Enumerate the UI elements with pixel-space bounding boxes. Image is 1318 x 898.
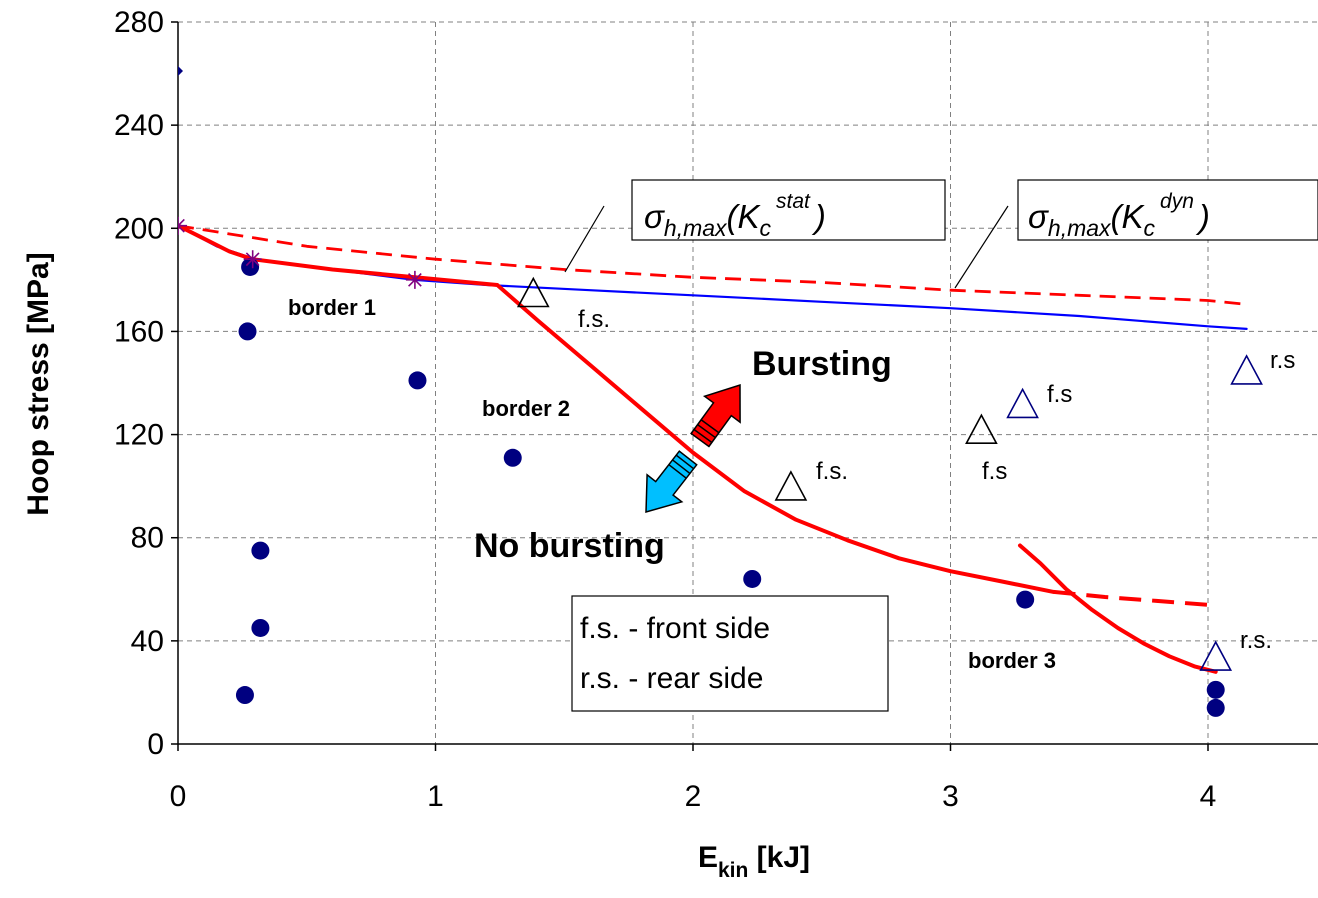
legend-box: f.s. - front side r.s. - rear side bbox=[571, 595, 889, 712]
formula-dyn-open: (K bbox=[1111, 198, 1146, 235]
point-no_burst_points-4 bbox=[251, 541, 270, 560]
x-axis-title-sub: kin bbox=[718, 859, 748, 882]
formula-dyn-sup: dyn bbox=[1160, 190, 1194, 213]
y-tick-label-120: 120 bbox=[114, 419, 164, 452]
point-no_burst_points-3 bbox=[503, 448, 522, 467]
series-line-border_3_dashed bbox=[1053, 589, 1217, 608]
arrow-layer bbox=[645, 383, 741, 514]
point-burst_front_side-2 bbox=[965, 413, 998, 445]
x-tick-label-3: 3 bbox=[942, 780, 959, 813]
y-tick-label-280: 280 bbox=[114, 6, 164, 39]
leader-line-dyn bbox=[954, 205, 1009, 289]
x-tick-label-4: 4 bbox=[1200, 780, 1217, 813]
arrow-no-bursting-icon-shape bbox=[645, 450, 698, 514]
point-burst_rear_side-1 bbox=[1230, 354, 1263, 385]
y-tick-label-40: 40 bbox=[131, 625, 164, 658]
formula-box-dyn-frame bbox=[1017, 179, 1318, 241]
x-axis-title-unit: [kJ] bbox=[748, 841, 810, 874]
no-bursting-label: No bursting bbox=[474, 527, 665, 565]
formula-stat-c: c bbox=[760, 215, 772, 241]
point-burst_front_side-1 bbox=[774, 470, 808, 501]
arrow-bursting-icon-shape bbox=[690, 383, 741, 448]
legend-line-front-side: f.s. - front side bbox=[580, 612, 770, 645]
formula-stat-sup: stat bbox=[776, 190, 811, 213]
formula-box-dyn: σh,max(Kcdyn) bbox=[1017, 179, 1318, 241]
point-label-rs-2: r.s. bbox=[1240, 627, 1272, 654]
x-tick-label-2: 2 bbox=[685, 780, 702, 813]
point-label-rs-1: r.s bbox=[1270, 347, 1295, 374]
point-burst_rear_side-2 bbox=[1199, 640, 1233, 671]
border-3-label: border 3 bbox=[968, 648, 1056, 673]
axes-layer bbox=[177, 22, 1318, 745]
point-label-fs-2: f.s. bbox=[816, 458, 848, 485]
point-burst_rear_side-0 bbox=[1006, 387, 1039, 419]
formula-stat-text: σh,max(Kcstat) bbox=[644, 190, 826, 241]
x-axis-title-main: E bbox=[698, 841, 718, 874]
y-tick-label-240: 240 bbox=[114, 109, 164, 142]
leader-line-stat bbox=[564, 205, 605, 273]
formula-stat-open: (K bbox=[727, 198, 762, 235]
y-tick-label-80: 80 bbox=[131, 522, 164, 555]
series-line-border_3_curve bbox=[1018, 543, 1218, 674]
x-tick-label-0: 0 bbox=[170, 780, 187, 813]
series-layer bbox=[178, 65, 1263, 717]
formula-box-stat: σh,max(Kcstat) bbox=[631, 179, 946, 241]
point-no_burst_points-9 bbox=[1206, 680, 1225, 699]
formula-dyn-sub: h,max bbox=[1048, 215, 1112, 241]
point-no_burst_points-5 bbox=[251, 618, 270, 637]
point-star_points-2 bbox=[405, 270, 424, 289]
x-tick-label-1: 1 bbox=[427, 780, 444, 813]
point-no_burst_points-7 bbox=[743, 569, 762, 588]
legend-line-rear-side: r.s. - rear side bbox=[580, 662, 763, 695]
point-no_burst_points-1 bbox=[238, 322, 257, 341]
y-axis-title: Hoop stress [MPa] bbox=[22, 252, 55, 515]
border-2-label: border 2 bbox=[482, 396, 570, 421]
y-tick-label-0: 0 bbox=[147, 728, 164, 761]
x-axis-title: Ekin [kJ] bbox=[698, 841, 810, 882]
legend-box-frame bbox=[571, 595, 889, 712]
y-tick-label-160: 160 bbox=[114, 315, 164, 348]
formula-stat-sub: h,max bbox=[664, 215, 728, 241]
bursting-label: Bursting bbox=[752, 345, 892, 383]
series-line-sigma_dyn_curve bbox=[178, 224, 1247, 306]
point-label-fs-3: f.s bbox=[982, 458, 1007, 485]
point-label-fs-4: f.s bbox=[1047, 381, 1072, 408]
point-label-fs-1: f.s. bbox=[578, 306, 610, 333]
formula-dyn-text: σh,max(Kcdyn) bbox=[1028, 190, 1210, 241]
formula-dyn-close: ) bbox=[1195, 198, 1210, 235]
formula-stat-sigma: σ bbox=[644, 198, 665, 235]
tick-labels: 0 40 80 120 160 200 240 280 0 1 2 3 4 bbox=[114, 6, 1216, 813]
formula-stat-close: ) bbox=[811, 198, 826, 235]
formula-dyn-c: c bbox=[1144, 215, 1156, 241]
point-no_burst_points-8 bbox=[1016, 590, 1035, 609]
point-no_burst_points-2 bbox=[408, 371, 427, 390]
formula-box-stat-frame bbox=[631, 179, 946, 241]
point-no_burst_points-0 bbox=[241, 257, 260, 276]
point-no_burst_points-10 bbox=[1206, 698, 1225, 717]
point-burst_front_side-0 bbox=[516, 276, 550, 308]
point-diamond_point-0 bbox=[178, 65, 183, 76]
y-tick-label-200: 200 bbox=[114, 212, 164, 245]
border-1-label: border 1 bbox=[288, 295, 376, 320]
point-star_points-1 bbox=[243, 250, 262, 269]
point-star_points-0 bbox=[178, 216, 187, 235]
point-no_burst_points-6 bbox=[235, 686, 254, 705]
formula-dyn-sigma: σ bbox=[1028, 198, 1049, 235]
